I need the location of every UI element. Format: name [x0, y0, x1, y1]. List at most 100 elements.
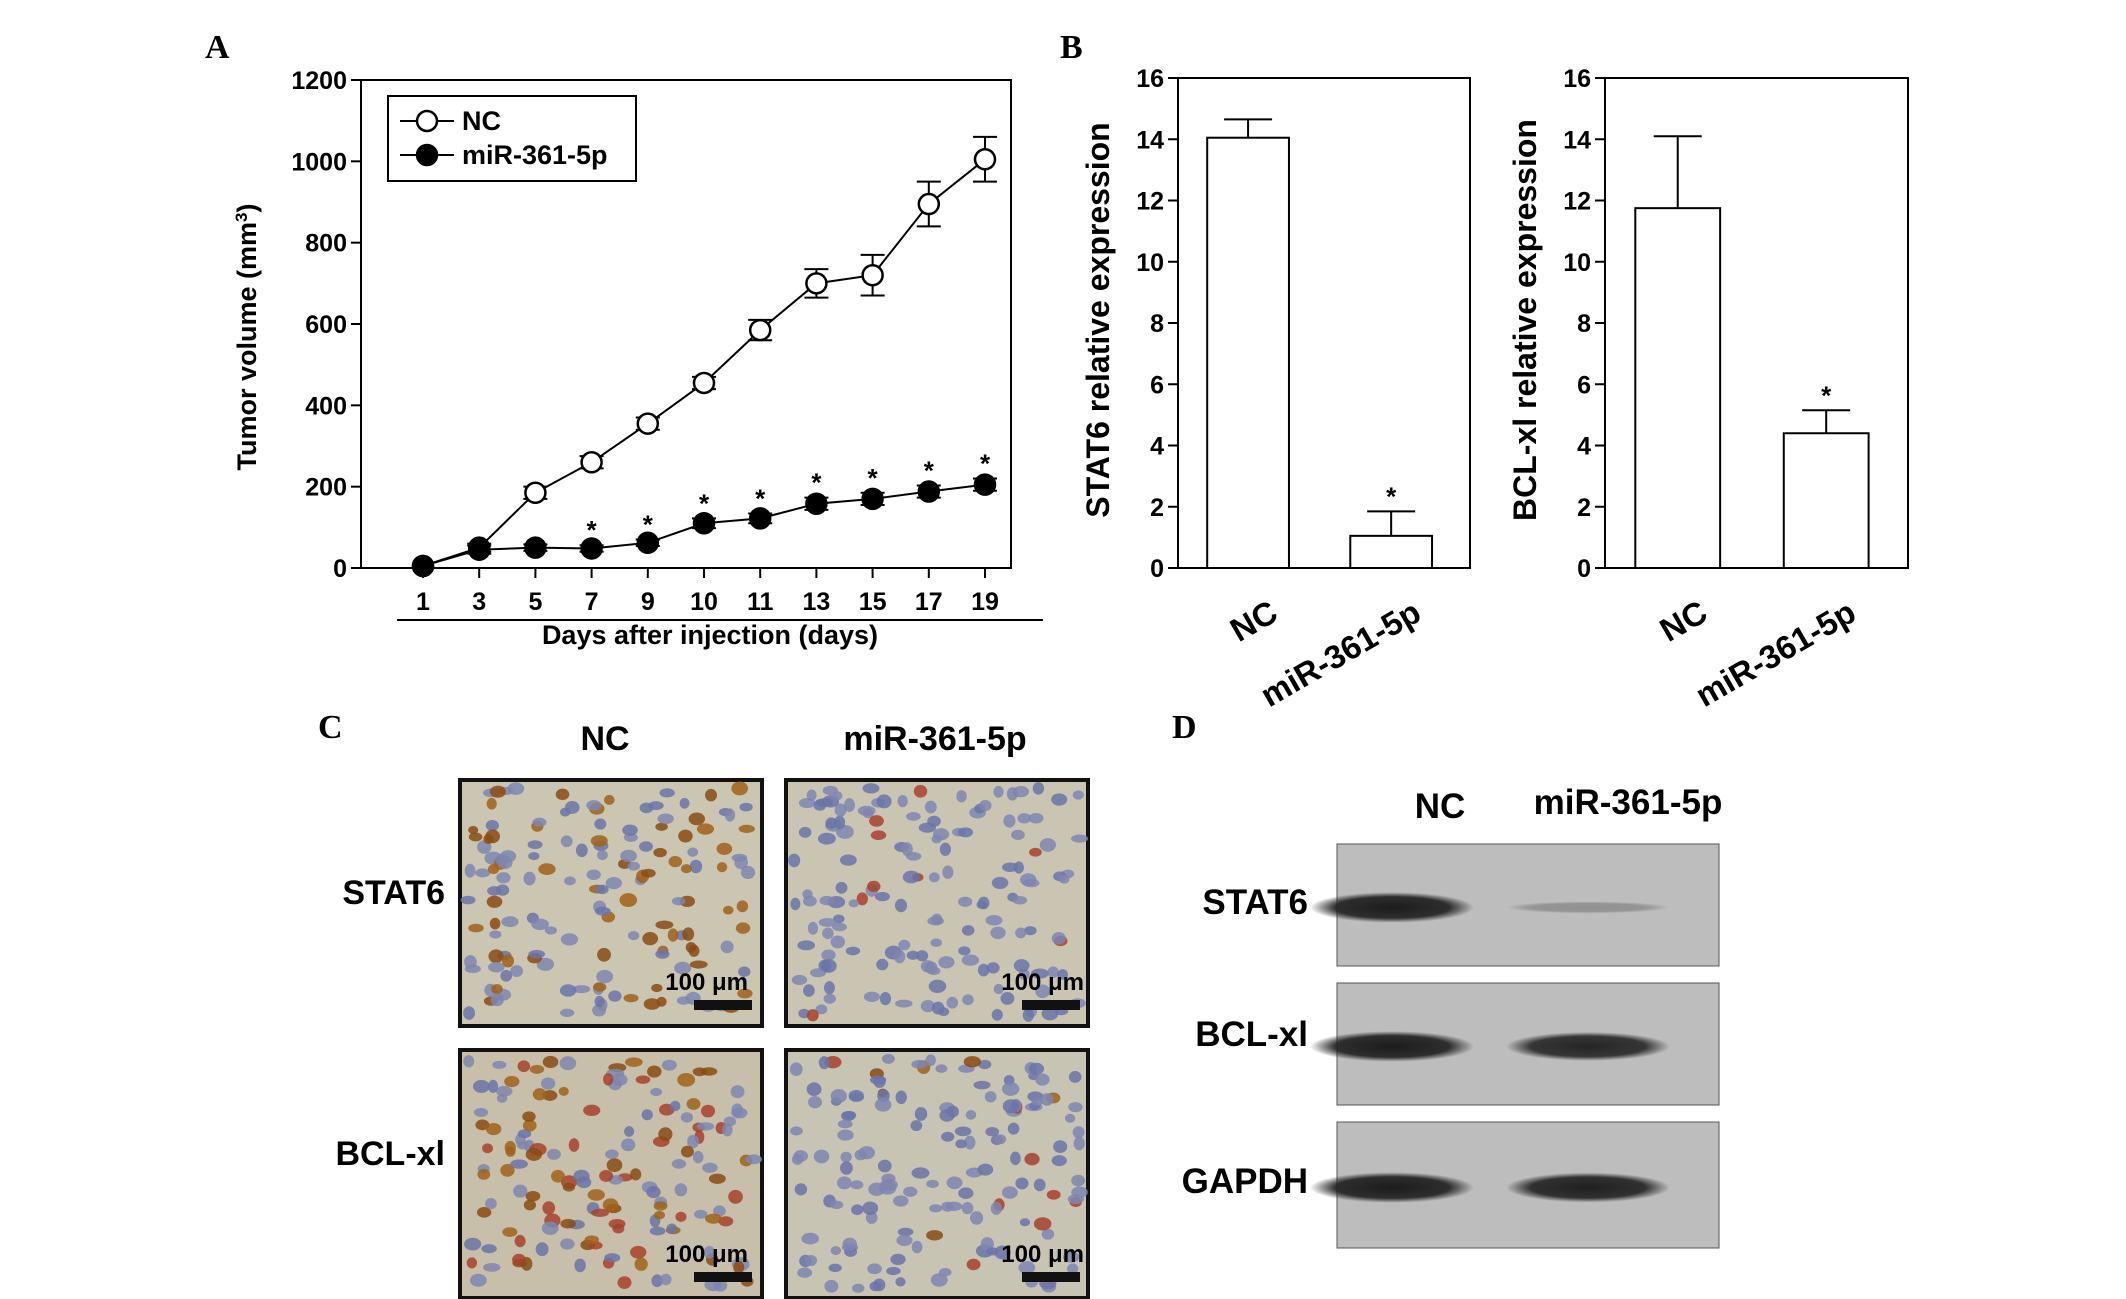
stained-cell-nucleus — [625, 1057, 643, 1067]
stained-cell-nucleus — [851, 1204, 864, 1216]
data-point-mir — [411, 554, 435, 578]
stained-cell-nucleus — [700, 1104, 716, 1118]
stained-cell-nucleus — [914, 1107, 928, 1121]
stained-cell-nucleus — [659, 788, 675, 798]
stained-cell-nucleus — [913, 784, 928, 798]
stained-cell-nucleus — [639, 802, 654, 814]
stained-cell-nucleus — [1072, 790, 1084, 800]
stained-cell-nucleus — [876, 794, 892, 809]
stained-cell-nucleus — [994, 1134, 1007, 1145]
stained-cell-nucleus — [946, 1176, 963, 1190]
stained-cell-nucleus — [674, 1183, 688, 1197]
stained-cell-nucleus — [642, 932, 659, 946]
stained-cell-nucleus — [651, 1274, 663, 1288]
stained-cell-nucleus — [483, 833, 494, 845]
stained-cell-nucleus — [653, 1201, 668, 1211]
stained-cell-nucleus — [517, 1060, 531, 1073]
stained-cell-nucleus — [500, 1164, 515, 1177]
bar-mir — [1782, 432, 1870, 569]
stained-cell-nucleus — [745, 1154, 762, 1165]
stained-cell-nucleus — [488, 961, 505, 973]
bar-nc — [1206, 136, 1290, 569]
stained-cell-nucleus — [939, 842, 951, 856]
category-label: miR-361-5p — [1689, 593, 1862, 714]
stained-cell-nucleus — [528, 949, 546, 959]
stained-cell-nucleus — [993, 785, 1004, 798]
stained-cell-nucleus — [647, 1065, 662, 1078]
stained-cell-nucleus — [854, 1149, 867, 1161]
chart-b1-y-axis-title: STAT6 relative expression — [1080, 122, 1116, 517]
panel-letter-b: B — [1060, 29, 1083, 66]
stained-cell-nucleus — [680, 1145, 694, 1158]
y-tick-label: 0 — [1150, 555, 1164, 583]
stained-cell-nucleus — [886, 1266, 901, 1276]
stained-cell-nucleus — [627, 931, 640, 941]
stained-cell-nucleus — [901, 842, 913, 856]
data-point-mir — [636, 531, 660, 555]
stained-cell-nucleus — [486, 797, 497, 810]
stained-cell-nucleus — [851, 1283, 865, 1293]
stained-cell-nucleus — [1072, 1126, 1085, 1139]
stained-cell-nucleus — [529, 1064, 545, 1074]
stained-cell-nucleus — [680, 864, 692, 874]
stained-cell-nucleus — [728, 1189, 743, 1204]
stained-cell-nucleus — [809, 968, 826, 978]
stained-cell-nucleus — [679, 797, 690, 809]
stained-cell-nucleus — [931, 913, 943, 926]
data-point-nc — [580, 451, 603, 474]
band-gapdh-nc — [1310, 1172, 1474, 1203]
stained-cell-nucleus — [895, 1090, 907, 1105]
stained-cell-nucleus — [832, 791, 843, 801]
stained-cell-nucleus — [798, 797, 816, 809]
scale-bar-label: 100 μm — [1001, 1241, 1084, 1268]
stained-cell-nucleus — [705, 788, 717, 802]
stained-cell-nucleus — [976, 900, 987, 909]
stained-cell-nucleus — [929, 872, 940, 883]
stained-cell-nucleus — [1041, 1228, 1055, 1240]
stained-cell-nucleus — [472, 1079, 490, 1093]
stained-cell-nucleus — [911, 1167, 930, 1179]
legend-marker-nc — [415, 109, 439, 133]
stained-cell-nucleus — [1024, 1152, 1040, 1166]
stained-cell-nucleus — [877, 1159, 892, 1173]
stained-cell-nucleus — [823, 993, 836, 1004]
stained-cell-nucleus — [468, 825, 479, 835]
stained-cell-nucleus — [793, 1150, 808, 1163]
stained-cell-nucleus — [523, 871, 536, 886]
stained-cell-nucleus — [655, 822, 668, 831]
stained-cell-nucleus — [718, 1216, 734, 1227]
stained-cell-nucleus — [1030, 968, 1049, 979]
stained-cell-nucleus — [623, 993, 639, 1003]
stained-cell-nucleus — [559, 984, 577, 997]
legend-label-mir: miR-361-5p — [462, 140, 608, 170]
stained-cell-nucleus — [619, 893, 638, 907]
stained-cell-nucleus — [1002, 862, 1019, 873]
stained-cell-nucleus — [486, 895, 503, 908]
stained-cell-nucleus — [902, 870, 920, 884]
significance-marker: * — [755, 484, 766, 514]
stained-cell-nucleus — [930, 1273, 948, 1287]
blot-row-label-bclxl: BCL-xl — [1195, 1015, 1308, 1054]
stained-cell-nucleus — [990, 926, 1006, 940]
stained-cell-nucleus — [542, 1201, 556, 1215]
stained-cell-nucleus — [475, 868, 491, 878]
stained-cell-nucleus — [1063, 1251, 1080, 1263]
y-tick-label: 16 — [1563, 65, 1591, 93]
stained-cell-nucleus — [834, 815, 846, 830]
stained-cell-nucleus — [560, 1008, 575, 1017]
band-stat6-mir — [1506, 901, 1670, 914]
stained-cell-nucleus — [869, 1075, 887, 1085]
y-tick-label: 4 — [1577, 433, 1591, 461]
stained-cell-nucleus — [692, 1150, 704, 1164]
significance-marker: * — [699, 488, 710, 518]
data-point-mir — [748, 507, 772, 530]
stained-cell-nucleus — [568, 1138, 580, 1152]
stained-cell-nucleus — [804, 1255, 818, 1267]
stained-cell-nucleus — [516, 1140, 529, 1150]
stained-cell-nucleus — [611, 1073, 628, 1086]
stained-cell-nucleus — [1017, 813, 1032, 824]
x-tick-label: 15 — [859, 588, 887, 616]
stained-cell-nucleus — [740, 865, 756, 879]
panel-letter-c: C — [318, 709, 343, 746]
stained-cell-nucleus — [641, 1109, 653, 1121]
